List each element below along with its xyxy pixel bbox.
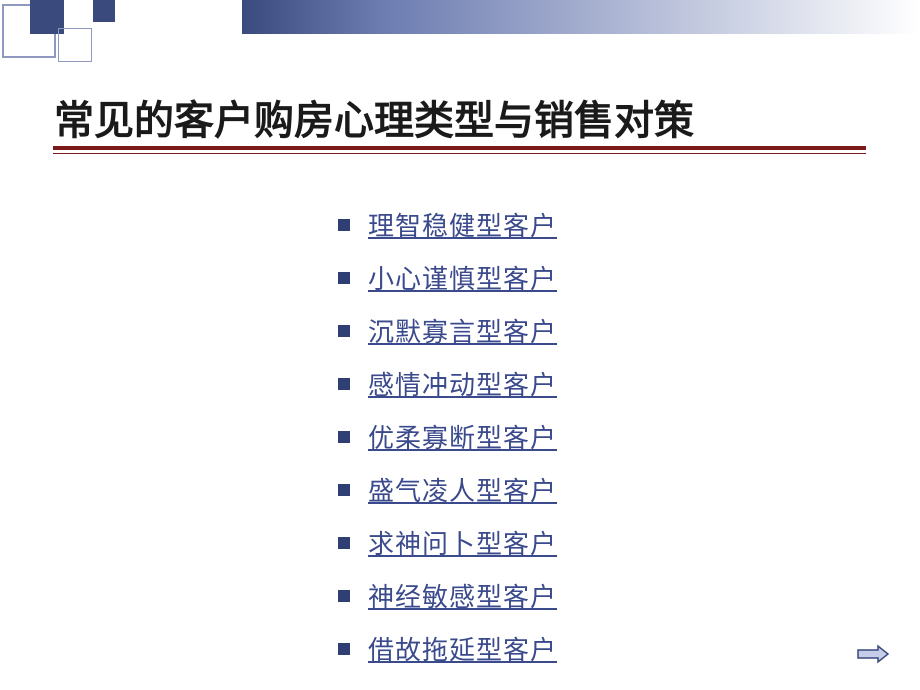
list-item: 优柔寡断型客户 — [338, 418, 557, 455]
customer-type-link[interactable]: 优柔寡断型客户 — [368, 418, 557, 455]
decor-gradient-bar — [242, 0, 920, 34]
list-item: 理智稳健型客户 — [338, 206, 557, 243]
square-bullet-icon — [338, 219, 350, 231]
square-bullet-icon — [338, 378, 350, 390]
square-bullet-icon — [338, 643, 350, 655]
list-item: 求神问卜型客户 — [338, 524, 557, 561]
next-arrow-icon[interactable] — [854, 628, 890, 664]
square-bullet-icon — [338, 484, 350, 496]
square-bullet-icon — [338, 590, 350, 602]
decor-square-fill-2 — [93, 0, 115, 22]
square-bullet-icon — [338, 537, 350, 549]
customer-type-link[interactable]: 求神问卜型客户 — [368, 524, 557, 561]
decor-square-small — [58, 28, 92, 62]
list-item: 沉默寡言型客户 — [338, 312, 557, 349]
page-title: 常见的客户购房心理类型与销售对策 — [54, 88, 694, 146]
list-item: 神经敏感型客户 — [338, 577, 557, 614]
customer-type-link[interactable]: 感情冲动型客户 — [368, 365, 557, 402]
customer-type-link[interactable]: 盛气凌人型客户 — [368, 471, 557, 508]
customer-type-link[interactable]: 神经敏感型客户 — [368, 577, 557, 614]
list-item: 感情冲动型客户 — [338, 365, 557, 402]
customer-type-link[interactable]: 沉默寡言型客户 — [368, 312, 557, 349]
list-item: 盛气凌人型客户 — [338, 471, 557, 508]
customer-type-link[interactable]: 理智稳健型客户 — [368, 206, 557, 243]
square-bullet-icon — [338, 325, 350, 337]
customer-type-list: 理智稳健型客户小心谨慎型客户沉默寡言型客户感情冲动型客户优柔寡断型客户盛气凌人型… — [338, 206, 557, 683]
title-underline — [53, 146, 866, 150]
arrow-path — [858, 646, 888, 662]
title-underline-shadow — [53, 153, 866, 154]
customer-type-link[interactable]: 借故拖延型客户 — [368, 630, 557, 667]
list-item: 借故拖延型客户 — [338, 630, 557, 667]
square-bullet-icon — [338, 431, 350, 443]
top-decoration — [0, 0, 920, 66]
list-item: 小心谨慎型客户 — [338, 259, 557, 296]
square-bullet-icon — [338, 272, 350, 284]
customer-type-link[interactable]: 小心谨慎型客户 — [368, 259, 557, 296]
